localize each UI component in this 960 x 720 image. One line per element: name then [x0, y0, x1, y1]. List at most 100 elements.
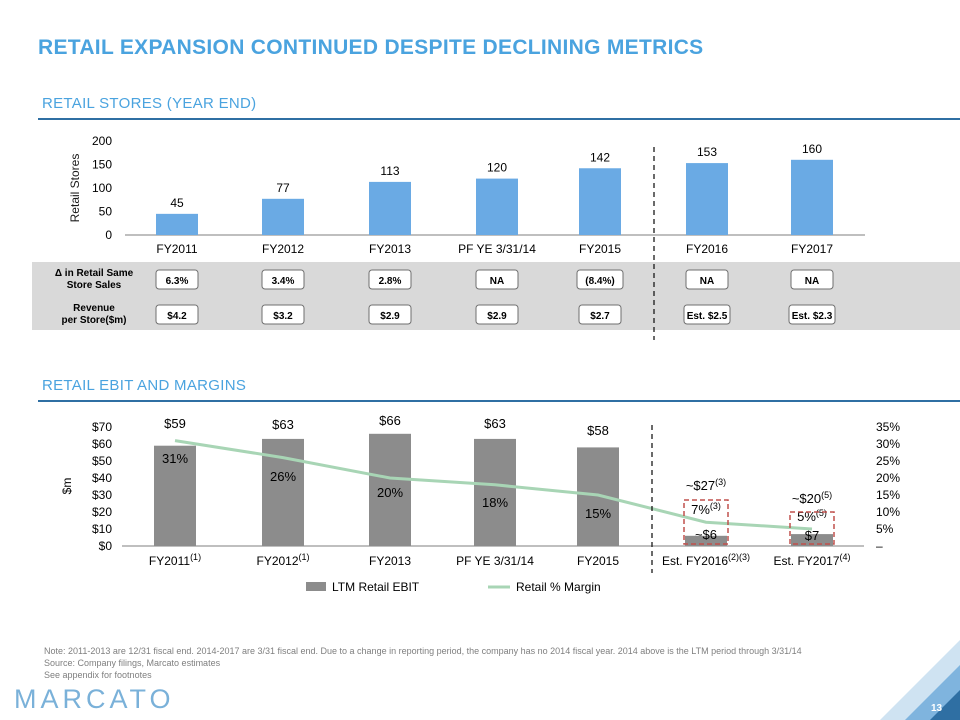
table-cell-value: NA [700, 276, 714, 287]
store-bar [156, 213, 198, 235]
table-cell-value: (8.4%) [585, 276, 614, 287]
y-tick-label: 200 [92, 134, 112, 148]
x-tick-label: PF YE 3/31/14 [458, 242, 536, 256]
table-cell-value: NA [490, 276, 504, 287]
section-title-retail-stores: RETAIL STORES (YEAR END) [42, 95, 257, 112]
ebit-bar [369, 433, 411, 546]
table-cell-box [155, 269, 199, 290]
table-row-label: Δ in Retail Same [55, 268, 134, 279]
ebit-bar [577, 447, 619, 546]
section-divider [38, 400, 960, 402]
store-data-label: 113 [380, 164, 399, 178]
y2-tick-label: 25% [876, 454, 900, 468]
y2-tick-label: 35% [876, 420, 900, 434]
store-bar [262, 198, 304, 235]
x-tick-label: FY2011 [156, 242, 197, 256]
x-tick-label: FY2013 [369, 242, 411, 256]
store-data-label: 160 [802, 142, 822, 156]
table-cell-value: $4.2 [167, 311, 187, 322]
table-cell-value: 6.3% [166, 276, 189, 287]
table-cell-box [576, 269, 624, 290]
store-data-label: 153 [697, 145, 717, 159]
estimate-annotation: ~$20(5) [792, 490, 832, 506]
table-cell-value: Est. $2.5 [687, 311, 728, 322]
ebit-bar [154, 445, 196, 546]
y-tick-label: $0 [99, 539, 113, 553]
margin-data-label: 7%(3) [691, 501, 721, 517]
retail-stores-chart: Retail Stores 0 50 100 150 200 45 FY2011 77 FY201… [32, 134, 960, 340]
legend-label-margin: Retail % Margin [516, 580, 601, 594]
x-tick-label: FY2015 [579, 242, 621, 256]
y2-tick-label: 5% [876, 522, 894, 536]
y-tick-label: 150 [92, 158, 112, 172]
ebit-data-label: $7 [805, 528, 819, 543]
store-bar [579, 168, 621, 235]
ebit-data-label: ~$6 [695, 527, 717, 542]
table-cell-box [155, 304, 199, 325]
ebit-bar [685, 535, 727, 546]
margin-series-line [174, 439, 813, 531]
x-tick-label: FY2011(1) [149, 552, 201, 568]
table-cell-box [578, 304, 622, 325]
table-row-label: Revenue [73, 303, 115, 314]
store-data-label: 45 [170, 196, 184, 210]
source-line: Source: Company filings, Marcato estimat… [44, 658, 221, 668]
legend-label-ebit: LTM Retail EBIT [332, 580, 420, 594]
page-number: 13 [931, 703, 943, 714]
y-tick-label: $30 [92, 488, 112, 502]
table-cell-box [685, 269, 729, 290]
table-cell-value: $2.9 [487, 311, 507, 322]
x-tick-label: FY2012(1) [256, 552, 309, 568]
table-cell-box [368, 269, 412, 290]
table-cell-box [790, 269, 834, 290]
y-tick-label: 50 [99, 205, 113, 219]
table-cell-value: Est. $2.3 [792, 311, 833, 322]
margin-data-label: 20% [377, 485, 403, 500]
table-cell-box [683, 304, 731, 325]
table-cell-value: 3.4% [272, 276, 295, 287]
y2-tick-label: – [876, 539, 883, 553]
table-row-label: Store Sales [67, 280, 122, 291]
table-cell-box [475, 304, 519, 325]
appendix-line: See appendix for footnotes [44, 670, 152, 680]
ebit-data-label: $66 [379, 413, 401, 428]
margin-data-label: 26% [270, 469, 296, 484]
note-line: Note: 2011-2013 are 12/31 fiscal end. 20… [44, 646, 802, 656]
y-tick-label: 100 [92, 181, 112, 195]
x-tick-label: FY2016 [686, 242, 728, 256]
table-cell-value: NA [805, 276, 819, 287]
ebit-bar [791, 534, 833, 546]
y-tick-label: $70 [92, 420, 112, 434]
y-tick-label: $20 [92, 505, 112, 519]
page-title: RETAIL EXPANSION CONTINUED DESPITE DECLI… [38, 36, 704, 59]
y2-tick-label: 20% [876, 471, 900, 485]
store-bar [476, 178, 518, 235]
x-tick-label: Est. FY2016(2)(3) [662, 552, 750, 568]
estimate-highlight-box [683, 499, 729, 545]
store-data-label: 120 [487, 161, 507, 175]
store-data-label: 77 [276, 181, 290, 195]
store-bar [686, 163, 728, 235]
marcato-logo: MARCATO [14, 684, 175, 714]
y2-tick-label: 15% [876, 488, 900, 502]
retail-ebit-chart: $m $0 $10 $20 $30 $40 $50 $60 $70 – 5% 10% 15% 20% 25%… [60, 413, 900, 594]
table-cell-box [261, 304, 305, 325]
margin-data-label: 5%(5) [797, 508, 827, 524]
table-cell-value: $2.9 [380, 311, 400, 322]
table-cell-value: 2.8% [379, 276, 402, 287]
y2-tick-label: 30% [876, 437, 900, 451]
y-tick-label: $60 [92, 437, 112, 451]
margin-data-label: 18% [482, 495, 508, 510]
x-tick-label: PF YE 3/31/14 [456, 554, 534, 568]
ebit-bar [474, 438, 516, 546]
section-divider [38, 118, 960, 120]
table-cell-box [788, 304, 836, 325]
store-bar [791, 159, 833, 235]
section-title-retail-ebit: RETAIL EBIT AND MARGINS [42, 377, 247, 394]
table-cell-value: $3.2 [273, 311, 293, 322]
estimate-annotation: ~$27(3) [686, 477, 726, 493]
x-tick-label: FY2015 [577, 554, 619, 568]
table-cell-box [368, 304, 412, 325]
y2-tick-label: 10% [876, 505, 900, 519]
x-tick-label: FY2013 [369, 554, 411, 568]
